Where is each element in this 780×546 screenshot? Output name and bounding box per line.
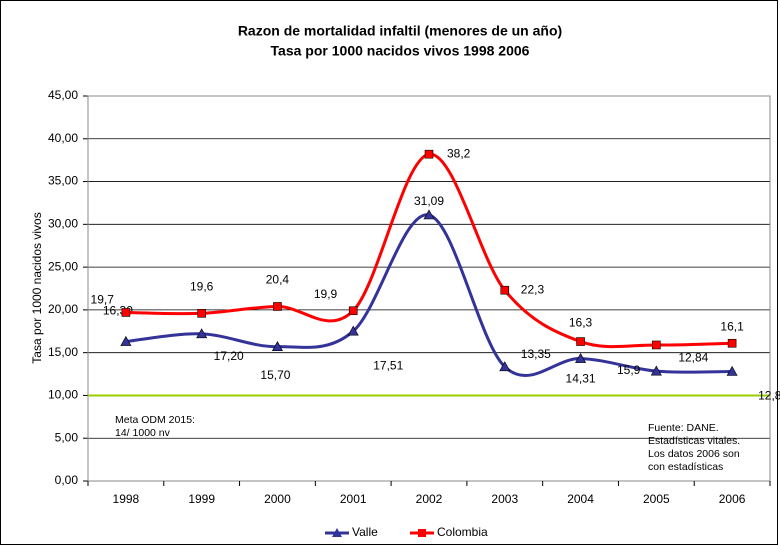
marker [423, 209, 435, 220]
annotation: Los datos 2006 son [648, 448, 740, 460]
legend-label: Valle [352, 525, 378, 539]
annotation: Fuente: DANE. [648, 422, 719, 434]
marker [652, 340, 661, 350]
marker [726, 365, 738, 376]
x-tick-label: 2004 [567, 492, 594, 506]
y-tick-label: 35,00 [48, 174, 78, 188]
data-label: 17,51 [373, 358, 403, 372]
marker [196, 328, 208, 339]
marker [424, 149, 434, 159]
data-label: 31,09 [414, 194, 444, 208]
marker [576, 337, 585, 346]
y-tick-label: 25,00 [48, 259, 78, 273]
y-tick-label: 0,00 [55, 473, 79, 487]
annotation: con estadísticas [648, 461, 723, 473]
chart-title: Razon de mortalidad infaltil (menores de… [238, 23, 562, 39]
data-label: 38,2 [447, 146, 471, 160]
data-label: 19,9 [314, 287, 338, 301]
data-label: 22,3 [521, 282, 545, 296]
x-tick-label: 1999 [188, 492, 215, 506]
data-label: 17,20 [214, 349, 244, 363]
data-label: 20,4 [266, 273, 290, 287]
y-tick-label: 20,00 [48, 302, 78, 316]
marker [499, 361, 511, 372]
marker [348, 306, 358, 316]
data-label: 15,9 [617, 363, 641, 377]
data-label: 12,80 [758, 389, 780, 403]
annotation: Estadísticas vitales. [648, 435, 740, 447]
data-label: 12,84 [678, 350, 708, 364]
legend-marker [332, 528, 342, 537]
x-tick-label: 2003 [491, 492, 518, 506]
data-label: 13,35 [521, 347, 551, 361]
annotation: 14/ 1000 nv [115, 427, 171, 439]
x-tick-label: 2002 [416, 492, 443, 506]
marker [347, 325, 359, 336]
marker [500, 285, 510, 295]
marker [650, 365, 662, 376]
data-label: 15,70 [260, 368, 290, 382]
marker [271, 341, 283, 351]
y-tick-label: 15,00 [48, 345, 78, 359]
data-label: 19,7 [91, 293, 115, 307]
y-tick-label: 10,00 [48, 388, 78, 402]
plot-area [87, 95, 771, 482]
legend-marker [418, 529, 426, 537]
x-tick-label: 2000 [264, 492, 291, 506]
y-tick-label: 30,00 [48, 217, 78, 231]
chart-subtitle: Tasa por 1000 nacidos vivos 1998 2006 [271, 43, 530, 59]
y-tick-label: 45,00 [48, 88, 78, 102]
data-label: 16,3 [569, 316, 593, 330]
legend-label: Colombia [437, 525, 488, 539]
y-tick-label: 5,00 [55, 430, 79, 444]
y-tick-label: 40,00 [48, 131, 78, 145]
x-tick-label: 2006 [719, 492, 746, 506]
marker [273, 302, 282, 311]
x-tick-label: 2005 [643, 492, 670, 506]
x-tick-label: 2001 [340, 492, 367, 506]
marker [727, 338, 737, 348]
data-label: 19,6 [190, 279, 214, 293]
marker [575, 352, 587, 363]
annotation: Meta ODM 2015: [115, 414, 195, 426]
marker [121, 308, 131, 317]
data-label: 16,1 [720, 319, 744, 333]
marker [197, 309, 206, 318]
x-tick-label: 1998 [113, 492, 140, 506]
y-axis-label: Tasa por 1000 nacidos vivos [30, 212, 44, 363]
data-label: 14,31 [566, 372, 596, 386]
marker [120, 335, 132, 346]
